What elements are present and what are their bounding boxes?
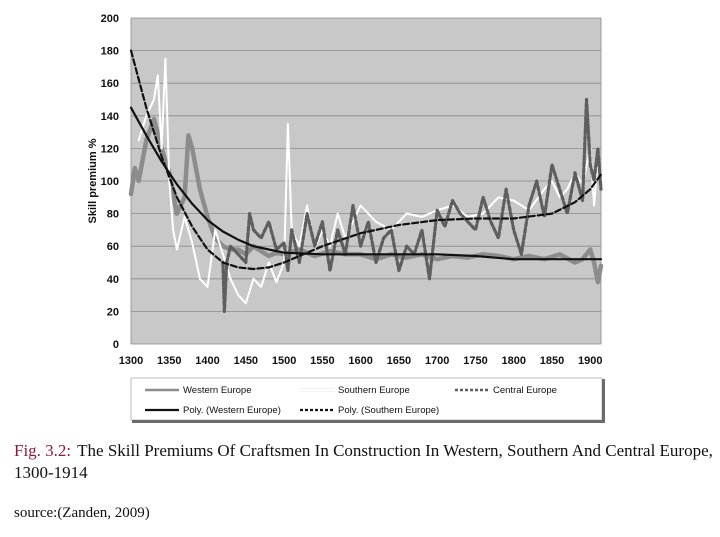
legend-label: Poly. (Southern Europe): [338, 405, 439, 416]
y-tick-label: 120: [101, 143, 119, 155]
y-tick-label: 180: [101, 46, 119, 58]
y-tick-label: 60: [107, 241, 119, 253]
x-tick-label: 1400: [195, 355, 219, 367]
x-tick-label: 1800: [501, 355, 525, 367]
legend-shadow: [602, 379, 605, 421]
series-layer: [128, 49, 604, 313]
x-tick-label: 1700: [425, 355, 449, 367]
legend-shadow-bottom: [132, 420, 605, 423]
y-tick-label: 200: [101, 13, 119, 25]
x-tick-label: 1900: [578, 355, 602, 367]
series-line-3: [129, 106, 603, 261]
figure-caption: Fig. 3.2: The Skill Premiums Of Craftsmen…: [14, 440, 714, 484]
x-tick-label: 1550: [310, 355, 334, 367]
x-tick-label: 1500: [272, 355, 296, 367]
y-tick-label: 0: [113, 339, 119, 351]
figure-caption-text: The Skill Premiums Of Craftsmen In Const…: [14, 441, 713, 482]
x-tick-label: 1450: [234, 355, 258, 367]
legend: Western Europe Southern Europe Central Eur…: [130, 377, 605, 423]
series-line-2: [221, 97, 603, 313]
series-line-4: [129, 49, 603, 271]
y-tick-label: 40: [107, 274, 119, 286]
x-tick-label: 1600: [348, 355, 372, 367]
legend-label: Central Europe: [493, 385, 557, 396]
y-tick-label: 20: [107, 306, 119, 318]
x-tick-label: 1300: [119, 355, 143, 367]
x-tick-label: 1350: [157, 355, 181, 367]
x-tick-label: 1650: [387, 355, 411, 367]
x-tick-label: 1750: [463, 355, 487, 367]
y-tick-label: 100: [101, 176, 119, 188]
y-tick-label: 160: [101, 78, 119, 90]
source-note: source:(Zanden, 2009): [14, 505, 150, 521]
y-tick-label: 80: [107, 209, 119, 221]
legend-label: Western Europe: [183, 385, 251, 396]
x-axis-ticks: 1300 1350 1400 1450 1500 1550 1600 1650 1700 1750…: [119, 355, 603, 367]
chart: 0 20 40 60 80 100 120 140 160 180 200 1300 1350 1400…: [87, 13, 605, 423]
series-line-0: [128, 116, 604, 285]
y-axis-ticks: 0 20 40 60 80 100 120 140 160 180 200: [101, 13, 119, 351]
y-tick-label: 140: [101, 111, 119, 123]
x-tick-label: 1850: [540, 355, 564, 367]
figure-label: Fig. 3.2:: [14, 441, 72, 460]
legend-label: Southern Europe: [338, 385, 410, 396]
legend-label: Poly. (Western Europe): [183, 405, 281, 416]
y-axis-title: Skill premium %: [87, 138, 99, 223]
legend-items: Western Europe Southern Europe Central Eur…: [145, 385, 557, 416]
